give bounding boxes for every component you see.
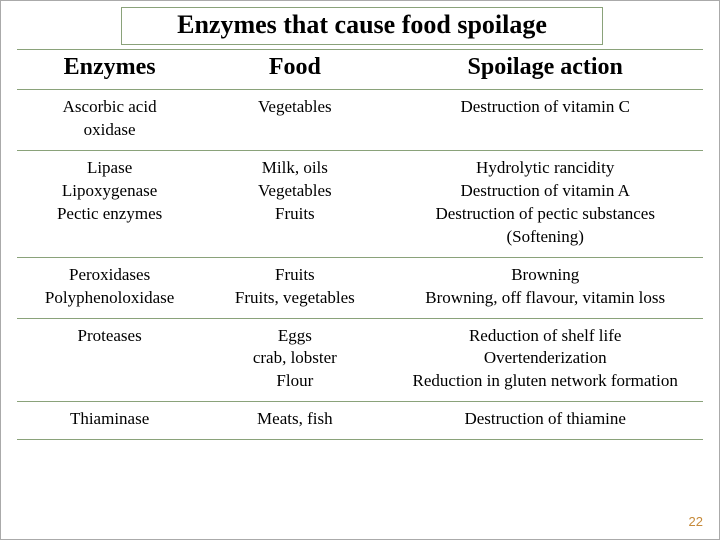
slide: Enzymes that cause food spoilage Enzymes…	[0, 0, 720, 540]
cell-food: Vegetables	[202, 90, 387, 151]
col-header-spoilage: Spoilage action	[387, 50, 703, 90]
table-row: Proteases Eggscrab, lobsterFlour Reducti…	[17, 318, 703, 402]
cell-food: FruitsFruits, vegetables	[202, 257, 387, 318]
slide-title: Enzymes that cause food spoilage	[121, 7, 603, 45]
table-row: Ascorbic acidoxidase Vegetables Destruct…	[17, 90, 703, 151]
cell-food: Eggscrab, lobsterFlour	[202, 318, 387, 402]
cell-food: Milk, oilsVegetablesFruits	[202, 150, 387, 257]
enzyme-table: Enzymes Food Spoilage action Ascorbic ac…	[17, 49, 703, 440]
table-row: PeroxidasesPolyphenoloxidase FruitsFruit…	[17, 257, 703, 318]
col-header-food: Food	[202, 50, 387, 90]
cell-action: Reduction of shelf lifeOvertenderization…	[387, 318, 703, 402]
page-number: 22	[689, 514, 703, 529]
cell-enzyme: PeroxidasesPolyphenoloxidase	[17, 257, 202, 318]
cell-enzyme: Thiaminase	[17, 402, 202, 440]
cell-enzyme: Ascorbic acidoxidase	[17, 90, 202, 151]
cell-action: Destruction of thiamine	[387, 402, 703, 440]
cell-food: Meats, fish	[202, 402, 387, 440]
cell-action: BrowningBrowning, off flavour, vitamin l…	[387, 257, 703, 318]
cell-action: Hydrolytic rancidityDestruction of vitam…	[387, 150, 703, 257]
table-header-row: Enzymes Food Spoilage action	[17, 50, 703, 90]
table-row: LipaseLipoxygenasePectic enzymes Milk, o…	[17, 150, 703, 257]
enzyme-table-wrap: Enzymes Food Spoilage action Ascorbic ac…	[17, 49, 703, 440]
table-row: Thiaminase Meats, fish Destruction of th…	[17, 402, 703, 440]
cell-enzyme: LipaseLipoxygenasePectic enzymes	[17, 150, 202, 257]
col-header-enzymes: Enzymes	[17, 50, 202, 90]
cell-action: Destruction of vitamin C	[387, 90, 703, 151]
cell-enzyme: Proteases	[17, 318, 202, 402]
